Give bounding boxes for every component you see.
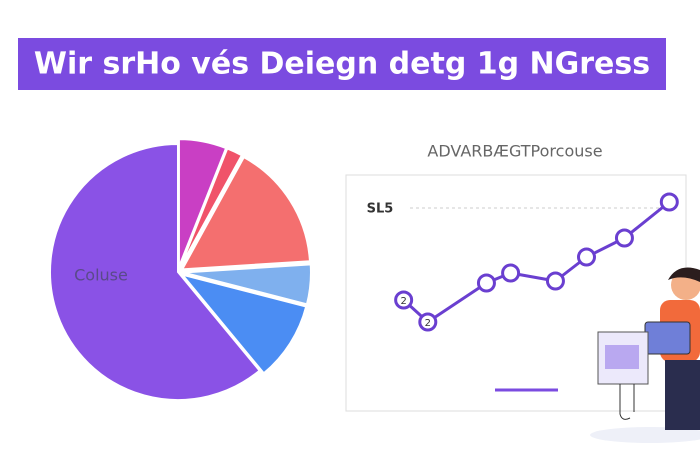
- pie-slice: [179, 272, 308, 375]
- line-point: [476, 273, 496, 293]
- shadow: [590, 427, 700, 443]
- pie-slice: [49, 142, 261, 401]
- header-banner: [18, 38, 666, 90]
- line-point: [418, 312, 438, 332]
- point-label: 2: [425, 318, 431, 329]
- line-point: [501, 263, 521, 283]
- pie-slice: [182, 263, 312, 306]
- board-stand: [619, 384, 635, 420]
- board-screen: [605, 345, 639, 369]
- tablet: [644, 321, 691, 355]
- header-title: Wir srHo vés Deiegn detg 1g NGress: [34, 47, 650, 82]
- y-label: SL5: [367, 202, 394, 217]
- person-legs: [665, 360, 700, 430]
- pie-label: Coluse: [74, 266, 128, 285]
- line-point: [614, 228, 634, 248]
- pie-slice: [179, 147, 244, 268]
- pie-slice: [177, 138, 228, 268]
- point-label: 2: [400, 296, 406, 307]
- pie-slice: [180, 155, 312, 271]
- line-point: [545, 271, 565, 291]
- line-point: [659, 192, 679, 212]
- line-point: [394, 290, 414, 310]
- person-hair: [668, 267, 700, 282]
- line-title: ADVARBÆGTPorcouse: [427, 142, 602, 161]
- line-point: [577, 247, 596, 267]
